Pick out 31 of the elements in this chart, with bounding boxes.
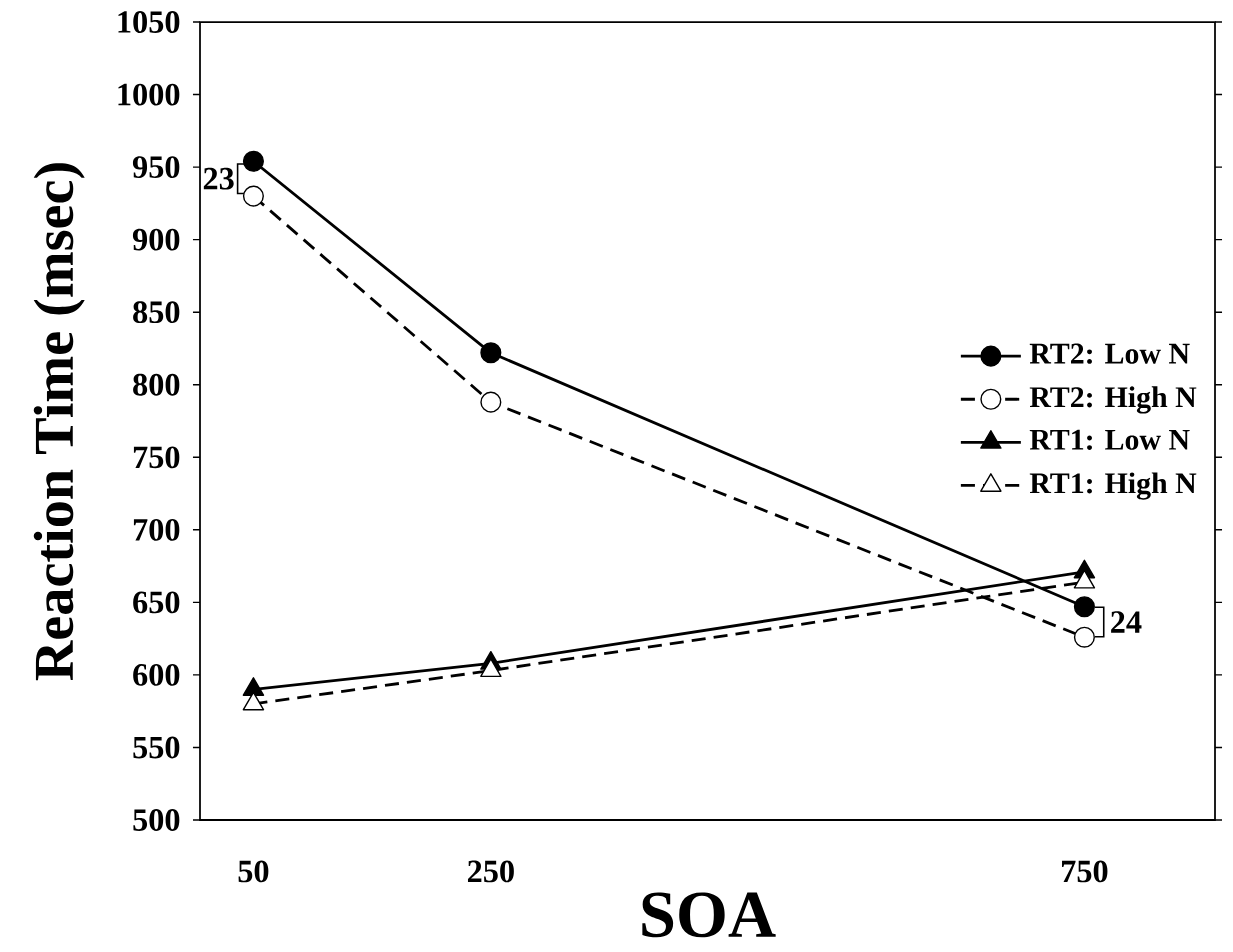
annotation: 24 (1111, 611, 1142, 633)
y-tick-label: 500 (133, 809, 180, 831)
y-tick-label: 800 (133, 373, 180, 396)
point (1073, 569, 1096, 589)
point (242, 185, 264, 207)
legend-label: RT1: High N (1029, 472, 1197, 500)
y-tick-label: 550 (133, 736, 180, 759)
legend-label: RT2: Low N (1029, 343, 1190, 364)
y-tick-label: 950 (132, 156, 180, 179)
legend-label: RT1: Low N (1029, 429, 1190, 450)
point (242, 677, 265, 696)
point (480, 391, 502, 413)
legend-label: RT2: High N (1029, 386, 1197, 414)
point (480, 658, 502, 678)
x-tick-label: 50 (238, 860, 269, 883)
x-tick-label: 750 (1062, 860, 1108, 883)
y-tick-label: 850 (133, 301, 180, 324)
annotation: 23 (203, 167, 234, 190)
y-tick-label: 650 (133, 591, 180, 614)
y-tick-label: 1050 (118, 11, 180, 33)
point (242, 150, 264, 172)
y-tick-label: 1000 (118, 83, 180, 106)
y-tick-label: 900 (132, 228, 180, 251)
point (480, 342, 502, 364)
point (242, 691, 265, 711)
x-axis-title: SOA (642, 892, 776, 938)
y-tick-label: 700 (133, 518, 180, 541)
y-axis-title: Reaction Time (msec) (33, 163, 85, 681)
y-tick-label: 750 (133, 446, 180, 469)
y-tick-label: 600 (133, 664, 180, 686)
x-tick-label: 250 (467, 860, 514, 883)
